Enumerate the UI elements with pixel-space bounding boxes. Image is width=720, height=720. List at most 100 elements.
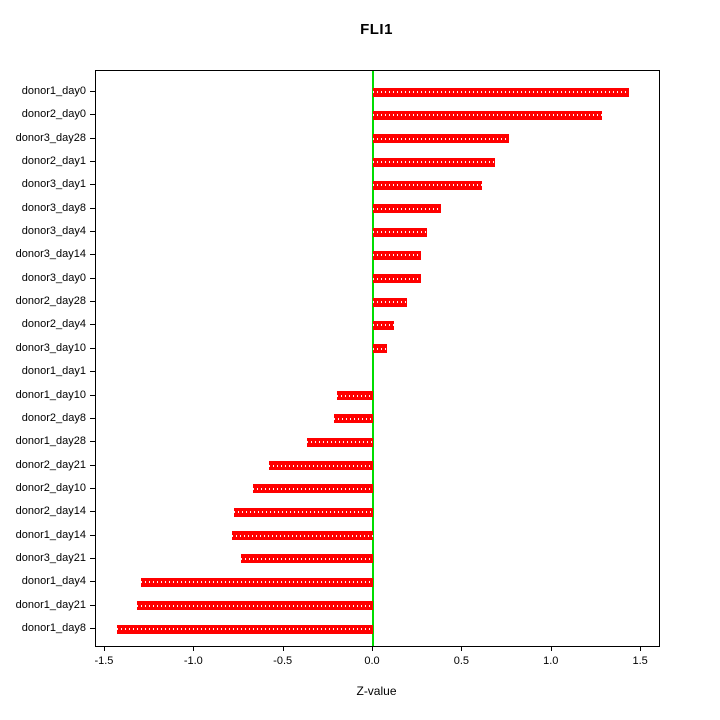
bar bbox=[373, 297, 407, 307]
bar bbox=[373, 87, 629, 97]
category-label: donor2_day10 bbox=[15, 481, 86, 494]
bar-dotted-stripe bbox=[306, 441, 374, 444]
bar-dotted-stripe bbox=[373, 91, 629, 93]
y-tick-mark bbox=[90, 207, 95, 209]
bar-dotted-stripe bbox=[137, 604, 374, 607]
bar bbox=[117, 624, 374, 634]
category-label: donor1_day1 bbox=[21, 365, 86, 378]
bar-dotted-stripe bbox=[373, 207, 441, 210]
category-label: donor3_day1 bbox=[21, 178, 86, 191]
y-tick-mark bbox=[90, 277, 95, 279]
bar-dotted-stripe bbox=[373, 231, 427, 234]
y-tick-mark bbox=[90, 487, 95, 489]
x-tick-label: -1.0 bbox=[183, 655, 203, 667]
bar bbox=[373, 344, 388, 354]
category-label: donor3_day28 bbox=[15, 131, 86, 144]
category-label: donor1_day28 bbox=[15, 435, 86, 448]
y-tick-mark bbox=[90, 394, 95, 396]
bar bbox=[373, 110, 602, 120]
bar-dotted-stripe bbox=[373, 137, 509, 140]
bar bbox=[373, 134, 509, 144]
bar-dotted-stripe bbox=[240, 557, 374, 560]
bar bbox=[373, 227, 427, 237]
y-tick-mark bbox=[90, 324, 95, 326]
bar-dotted-stripe bbox=[333, 417, 374, 420]
y-tick-mark bbox=[90, 628, 95, 629]
bar bbox=[231, 531, 374, 541]
category-label: donor3_day21 bbox=[15, 551, 86, 564]
category-label: donor1_day0 bbox=[21, 85, 86, 97]
x-axis-title: Z-value bbox=[356, 684, 397, 698]
y-tick-mark bbox=[90, 301, 95, 303]
y-tick-mark bbox=[90, 581, 95, 583]
bar-dotted-stripe bbox=[231, 534, 374, 537]
x-tick-mark bbox=[103, 646, 105, 651]
y-tick-mark bbox=[90, 417, 95, 419]
y-tick-mark bbox=[90, 464, 95, 466]
category-label: donor2_day8 bbox=[21, 411, 86, 424]
bar-dotted-stripe bbox=[140, 581, 374, 584]
category-label: donor3_day0 bbox=[21, 271, 86, 284]
bar-dotted-stripe bbox=[373, 254, 422, 257]
y-tick-mark bbox=[90, 137, 95, 139]
bar bbox=[269, 461, 374, 471]
y-tick-mark bbox=[90, 347, 95, 349]
category-label: donor3_day10 bbox=[15, 341, 86, 354]
bar-dotted-stripe bbox=[373, 184, 483, 187]
bar-dotted-stripe bbox=[337, 394, 374, 397]
bar bbox=[137, 601, 374, 611]
bar bbox=[373, 180, 483, 190]
x-tick-mark bbox=[282, 646, 284, 651]
bar bbox=[373, 320, 395, 330]
y-tick-mark bbox=[90, 534, 95, 536]
x-tick-mark bbox=[640, 646, 642, 651]
category-label: donor3_day14 bbox=[15, 248, 86, 261]
x-tick-mark bbox=[193, 646, 195, 651]
x-tick-label: 1.5 bbox=[632, 655, 648, 667]
y-tick-mark bbox=[90, 557, 95, 559]
plot-area bbox=[95, 70, 660, 647]
x-tick-label: 1.0 bbox=[543, 655, 559, 667]
y-tick-mark bbox=[90, 184, 95, 186]
category-label: donor1_day8 bbox=[21, 622, 86, 634]
category-label: donor3_day8 bbox=[21, 201, 86, 214]
category-label: donor2_day21 bbox=[15, 458, 86, 471]
x-tick-mark bbox=[372, 646, 374, 651]
category-label: donor1_day10 bbox=[15, 388, 86, 401]
category-label: donor3_day4 bbox=[21, 225, 86, 238]
x-tick-mark bbox=[550, 646, 552, 651]
x-tick-mark bbox=[461, 646, 463, 651]
x-tick-label: -1.5 bbox=[94, 655, 114, 667]
category-label: donor2_day1 bbox=[21, 155, 86, 168]
bar bbox=[373, 250, 422, 260]
bar-dotted-stripe bbox=[233, 511, 374, 514]
category-label: donor1_day21 bbox=[15, 598, 86, 611]
zero-reference-line bbox=[372, 71, 375, 646]
y-tick-mark bbox=[90, 161, 95, 163]
bar bbox=[333, 414, 374, 424]
bar bbox=[373, 274, 422, 284]
bar bbox=[373, 157, 495, 167]
x-tick-label: 0.5 bbox=[453, 655, 470, 667]
y-tick-mark bbox=[90, 511, 95, 513]
bar-dotted-stripe bbox=[117, 628, 374, 630]
y-tick-mark bbox=[90, 441, 95, 443]
category-label: donor1_day4 bbox=[21, 575, 86, 588]
bar-dotted-stripe bbox=[253, 487, 374, 490]
bar-dotted-stripe bbox=[373, 324, 395, 327]
bar bbox=[240, 554, 374, 564]
bar bbox=[373, 204, 441, 214]
bar bbox=[233, 507, 374, 517]
y-tick-mark bbox=[90, 254, 95, 256]
y-tick-mark bbox=[90, 231, 95, 233]
bar bbox=[253, 484, 374, 494]
bar-dotted-stripe bbox=[373, 301, 407, 304]
x-tick-label: 0.0 bbox=[364, 655, 380, 667]
bar-dotted-stripe bbox=[373, 114, 602, 117]
y-tick-mark bbox=[90, 114, 95, 116]
bar-dotted-stripe bbox=[373, 277, 422, 280]
bar bbox=[337, 391, 374, 401]
category-label: donor1_day14 bbox=[15, 528, 86, 541]
category-label: donor2_day0 bbox=[21, 108, 86, 121]
